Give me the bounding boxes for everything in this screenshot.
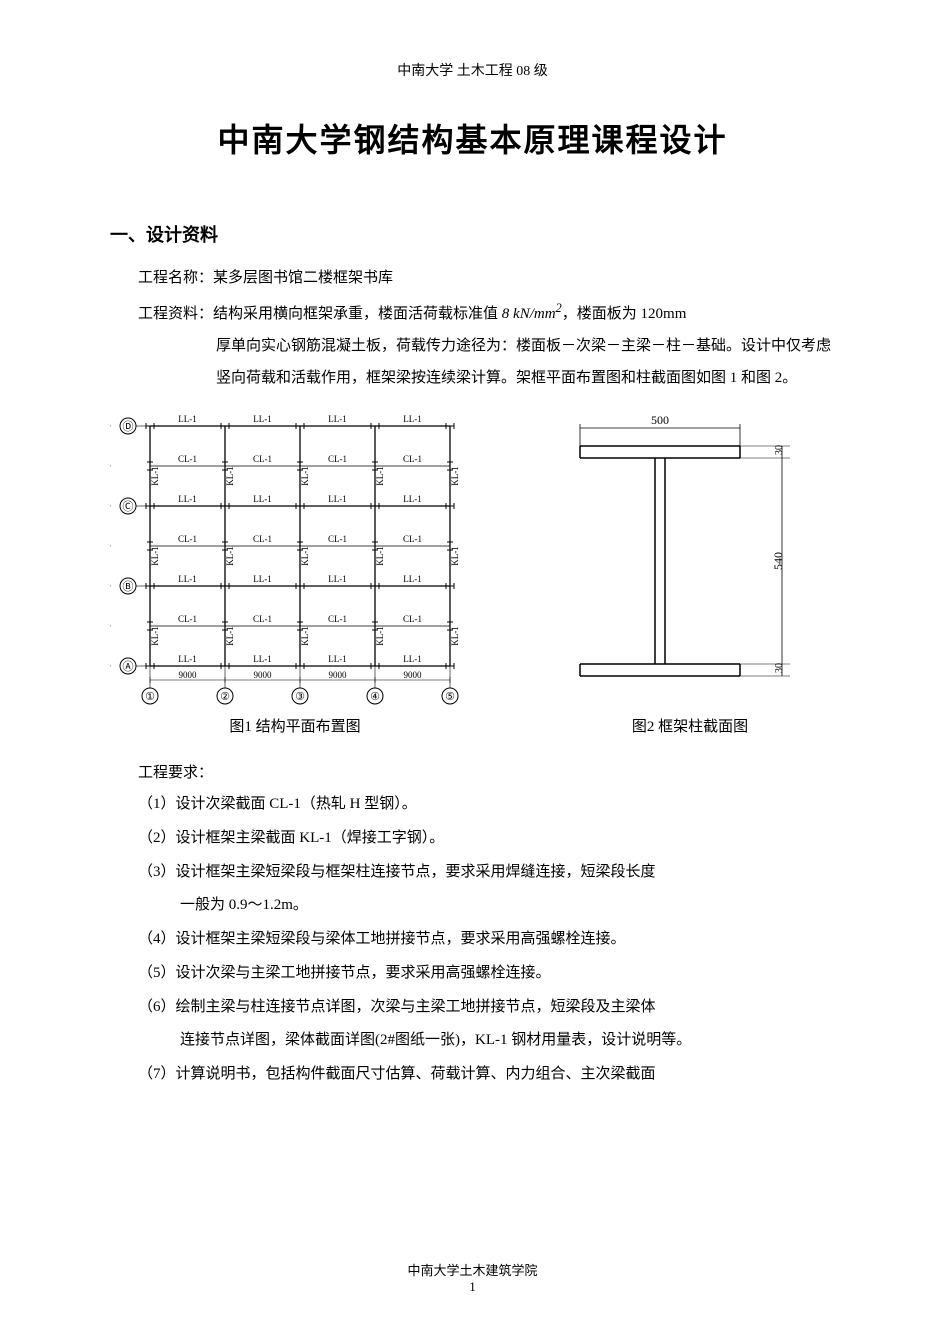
project-data-label: 工程资料： [138,306,213,322]
svg-text:KL-1: KL-1 [450,546,460,566]
svg-text:②: ② [220,691,230,703]
project-data-1: 结构采用横向框架承重，楼面活荷载标准值 [213,306,502,322]
requirement-item: （6）绘制主梁与柱连接节点详图，次梁与主梁工地拼接节点，短梁段及主梁体 [138,991,835,1025]
svg-text:KL-1: KL-1 [300,466,310,486]
svg-text:LL-1: LL-1 [178,494,197,504]
svg-text:CL-1: CL-1 [178,614,197,624]
requirement-item: （3）设计框架主梁短梁段与框架柱连接节点，要求采用焊缝连接，短梁段长度 [138,856,835,890]
requirements-header: 工程要求： [138,761,835,782]
svg-text:9000: 9000 [329,670,348,680]
svg-text:LL-1: LL-1 [403,414,422,424]
svg-text:Ⓑ: Ⓑ [123,580,134,593]
svg-text:30: 30 [774,663,785,673]
requirement-item: （5）设计次梁与主梁工地拼接节点，要求采用高强螺栓连接。 [138,957,835,991]
svg-text:KL-1: KL-1 [375,546,385,566]
svg-text:KL-1: KL-1 [375,626,385,646]
svg-text:KL-1: KL-1 [150,466,160,486]
svg-text:①: ① [145,691,155,703]
svg-text:LL-1: LL-1 [253,574,272,584]
svg-text:KL-1: KL-1 [225,626,235,646]
requirement-item: （2）设计框架主梁截面 KL-1（焊接工字钢）。 [138,822,835,856]
svg-text:LL-1: LL-1 [328,494,347,504]
figure-2: 500 30 540 30 图2 框架柱截面图 [560,406,820,736]
figure-1: LL-1 LL-1 LL-1 LL-1 LL-1 LL-1 LL-1 LL-1 LL-1 LL-1… [110,406,480,736]
section-1-title: 一、设计资料 [110,221,835,247]
requirement-item: （4）设计框架主梁短梁段与梁体工地拼接节点，要求采用高强螺栓连接。 [138,923,835,957]
requirement-sub: 连接节点详图，梁体截面详图(2#图纸一张)，KL-1 钢材用量表，设计说明等。 [180,1024,835,1058]
svg-text:CL-1: CL-1 [403,454,422,464]
svg-text:Ⓐ: Ⓐ [123,660,134,673]
svg-text:CL-1: CL-1 [178,534,197,544]
svg-text:500: 500 [651,413,669,427]
fig1-caption: 图1 结构平面布置图 [110,715,480,736]
page-number: 1 [0,1279,945,1295]
svg-text:⑤: ⑤ [445,691,455,703]
svg-text:CL-1: CL-1 [178,454,197,464]
requirement-item: （7）计算说明书，包括构件截面尺寸估算、荷载计算、内力组合、主次梁截面 [138,1058,835,1092]
svg-text:CL-1: CL-1 [328,454,347,464]
svg-text:③: ③ [295,691,305,703]
svg-text:LL-1: LL-1 [253,494,272,504]
svg-text:LL-1: LL-1 [178,654,197,664]
requirement-item: （1）设计次梁截面 CL-1（热轧 H 型钢）。 [138,788,835,822]
svg-text:CL-1: CL-1 [253,454,272,464]
svg-text:9000: 9000 [254,670,273,680]
svg-text:Ⓒ: Ⓒ [123,500,134,513]
fig1-svg: LL-1 LL-1 LL-1 LL-1 LL-1 LL-1 LL-1 LL-1 LL-1 LL-1… [110,406,480,706]
fig2-svg: 500 30 540 30 [560,406,820,706]
svg-text:LL-1: LL-1 [328,654,347,664]
svg-text:CL-1: CL-1 [403,614,422,624]
svg-text:9000: 9000 [179,670,198,680]
svg-text:CL-1: CL-1 [253,534,272,544]
svg-text:KL-1: KL-1 [150,546,160,566]
requirements-list: （1）设计次梁截面 CL-1（热轧 H 型钢）。（2）设计框架主梁截面 KL-1… [138,788,835,1092]
svg-text:LL-1: LL-1 [403,494,422,504]
svg-text:CL-1: CL-1 [328,614,347,624]
svg-text:CL-1: CL-1 [253,614,272,624]
svg-text:540: 540 [771,552,785,570]
fig2-caption: 图2 框架柱截面图 [560,715,820,736]
svg-text:LL-1: LL-1 [403,574,422,584]
svg-text:KL-1: KL-1 [300,626,310,646]
requirement-sub: 一般为 0.9～1.2m。 [180,889,835,923]
page-content: 中南大学 土木工程 08 级 中南大学钢结构基本原理课程设计 一、设计资料 工程… [0,0,945,1132]
svg-text:LL-1: LL-1 [253,414,272,424]
page-footer: 中南大学土木建筑学院 1 [0,1260,945,1295]
project-data-continuation: 厚单向实心钢筋混凝土板，荷载传力途径为：楼面板－次梁－主梁－柱－基础。设计中仅考… [216,331,835,394]
svg-text:④: ④ [370,691,380,703]
project-name-label: 工程名称： [138,270,213,286]
svg-text:LL-1: LL-1 [178,414,197,424]
page-header: 中南大学 土木工程 08 级 [110,60,835,80]
svg-text:Ⓓ: Ⓓ [123,420,134,433]
svg-text:KL-1: KL-1 [225,546,235,566]
svg-text:9000: 9000 [404,670,423,680]
load-unit: kN/mm2 [509,306,562,322]
svg-text:KL-1: KL-1 [450,466,460,486]
figures-row: LL-1 LL-1 LL-1 LL-1 LL-1 LL-1 LL-1 LL-1 LL-1 LL-1… [110,406,835,736]
project-name: 某多层图书馆二楼框架书库 [213,270,393,286]
svg-text:KL-1: KL-1 [300,546,310,566]
svg-text:LL-1: LL-1 [253,654,272,664]
svg-text:LL-1: LL-1 [328,414,347,424]
svg-text:KL-1: KL-1 [225,466,235,486]
svg-text:30: 30 [774,445,785,455]
svg-text:KL-1: KL-1 [375,466,385,486]
svg-text:CL-1: CL-1 [403,534,422,544]
svg-text:LL-1: LL-1 [403,654,422,664]
svg-text:KL-1: KL-1 [450,626,460,646]
svg-text:LL-1: LL-1 [178,574,197,584]
footer-text: 中南大学土木建筑学院 [0,1260,945,1279]
main-title: 中南大学钢结构基本原理课程设计 [110,115,835,161]
project-data-2: ，楼面板为 120mm [562,306,687,322]
svg-text:KL-1: KL-1 [150,626,160,646]
svg-text:LL-1: LL-1 [328,574,347,584]
body-text: 工程名称：某多层图书馆二楼框架书库 工程资料：结构采用横向框架承重，楼面活荷载标… [138,262,835,331]
svg-text:CL-1: CL-1 [328,534,347,544]
